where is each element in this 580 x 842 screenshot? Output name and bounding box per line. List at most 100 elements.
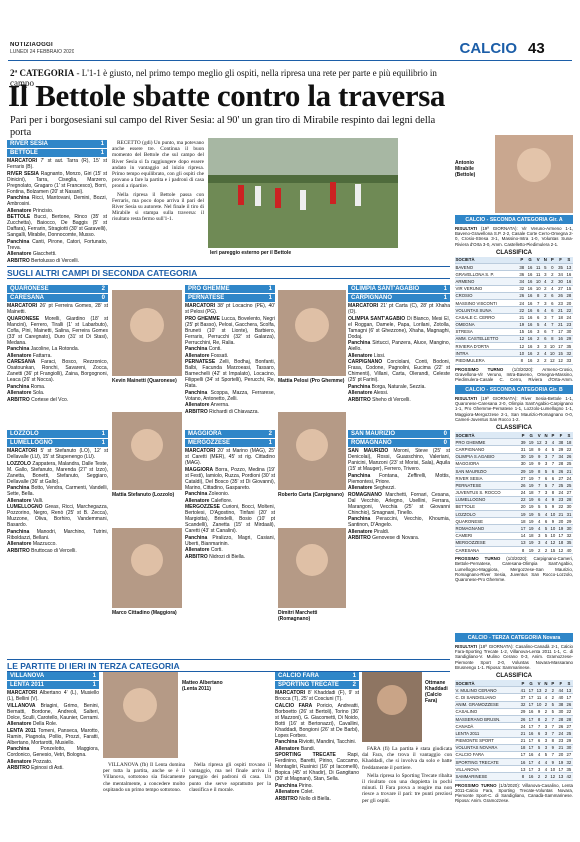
cell: 19 xyxy=(527,453,536,461)
team-score: 1 xyxy=(101,431,105,437)
cell: 4 xyxy=(543,496,549,504)
match-line: MARCATORI 26' pt Ferreira Gomes, 28' st … xyxy=(7,303,108,315)
cell: 20 xyxy=(556,517,565,526)
cell: 19 xyxy=(527,481,536,490)
cell: 9 xyxy=(548,758,557,767)
cell: 8 xyxy=(548,737,557,745)
line-lead: CARESANA xyxy=(7,359,36,365)
team-row: AMM. CASTELLETTO 12 16 2 6 8 16 29 xyxy=(455,335,573,344)
cell: 13 xyxy=(518,765,527,774)
line-text: Seghezzi. xyxy=(373,485,396,491)
paragraph: RECETTO (gdi) Un punto, ma potevano anch… xyxy=(112,140,204,190)
cell: 3 xyxy=(543,460,549,468)
line-lead: ARBITRO xyxy=(7,257,30,263)
match-line: Panchina Peraccini, Vecchio, Khoumia, Sa… xyxy=(348,516,450,528)
cell: 4 xyxy=(535,517,544,526)
cell: 42 xyxy=(564,772,573,781)
column-header: V xyxy=(535,680,544,688)
section-title: SUGLI ALTRI CAMPI DI SECONDA CATEGORIA xyxy=(7,266,450,279)
cell: 13 xyxy=(556,772,565,781)
cell: 4 xyxy=(542,306,549,315)
results-lead: RISULTATI xyxy=(455,396,477,401)
team-score: 0 xyxy=(443,431,447,437)
team-row: STRESA 15 16 3 6 7 17 30 xyxy=(455,328,573,336)
cell: 6 xyxy=(548,306,557,315)
line-lead: Panchina xyxy=(7,485,30,491)
cell: 5 xyxy=(548,445,557,454)
cell: 2 xyxy=(542,292,549,300)
column-header: G xyxy=(526,680,536,688)
cell: 6 xyxy=(543,474,549,483)
line-lead: PRO GHEMME xyxy=(185,315,220,322)
match-line: VILLANOVA Briagini, Grimo, Benini, Berna… xyxy=(7,703,99,721)
cell: 19 xyxy=(527,503,536,512)
cell: MASSERANO BRUSN. xyxy=(455,715,519,724)
line-text: 8' Khaddadi (F), 9' st Brocca (T), 25' s… xyxy=(275,690,359,702)
photo-background xyxy=(208,138,398,178)
line-lead: BETTOLE xyxy=(7,214,31,220)
line-text: Peraccini, Vecchio, Khoumia, Santinon, D… xyxy=(348,516,450,528)
match-box: PRO GHEMME 1 PERNATESE 1 MARCATORI 38' pt Lo… xyxy=(185,285,275,413)
date: LUNEDÌ 24 FEBBRAIO 2020 xyxy=(10,49,75,55)
cell: 10 xyxy=(548,510,557,519)
line-lead: MARCATORI xyxy=(348,303,379,309)
cell: 19 xyxy=(519,510,528,519)
line-lead: Panchina xyxy=(275,782,298,789)
cell: 29 xyxy=(556,445,565,454)
cell: 22 xyxy=(556,503,565,512)
cell: 15 xyxy=(517,328,526,336)
match-line: LOZZOLO Zappatera, Malandra, Dalle Teste… xyxy=(7,461,108,485)
line-text: Fattarra. xyxy=(32,352,52,359)
cell: 16 xyxy=(525,306,535,315)
cell: 12 xyxy=(548,539,557,548)
team-bar: MERGOZZESE 1 xyxy=(185,439,275,447)
line-text: Della Role. xyxy=(32,721,58,727)
line-text: 21' pt Carta (C), 28' pt Xhaha (O). xyxy=(348,303,450,315)
match-line: ARBITRO Cortese del Vco. xyxy=(7,397,108,403)
line-lead: QUARONESE xyxy=(7,315,40,322)
cell: 23 xyxy=(556,496,565,504)
team-name: ROMAGNANO xyxy=(351,440,392,446)
cell: 12 xyxy=(556,546,565,555)
line-lead: Allenatore xyxy=(348,528,373,535)
cell: 13 xyxy=(535,686,544,695)
cell: 20 xyxy=(564,299,573,308)
team-score: 2 xyxy=(101,286,105,292)
team-name: LOZZOLO xyxy=(10,431,39,437)
match-line: Allenatore Pozzato. xyxy=(7,759,99,765)
line-lead: ARBITRO xyxy=(275,795,298,802)
team-bar: BETTOLE 1 xyxy=(7,149,107,157)
cell: 19 xyxy=(527,546,536,555)
cell: 25 xyxy=(564,460,573,468)
cell: 33 xyxy=(564,356,573,365)
cell: 29 xyxy=(564,335,573,344)
line-lead: Panchina xyxy=(185,491,208,497)
column-header: V xyxy=(534,256,543,264)
line-lead: PERNATESE xyxy=(185,359,216,365)
cell: 16 xyxy=(526,708,536,716)
cell: 21 xyxy=(518,737,527,745)
next-text: (1/3/2020): Villanova-Casalino, Lenta 20… xyxy=(455,782,573,804)
cell: 16 xyxy=(525,285,535,293)
match-line: Allenatore Fossati. xyxy=(185,353,275,359)
line-text: Arverna. xyxy=(210,402,230,408)
portrait-caption: Mattia Stefanuto (Lozzolo) xyxy=(112,492,175,498)
next-text: (1/3/2020): Armeno-Crosio, Gravellona-Vi… xyxy=(455,366,573,382)
standings-block: CALCIO - SECONDA CATEGORIA Gir. B RISULTA… xyxy=(455,385,573,630)
match-line: Panchina Piralizzo, Magri, Casiani, Uber… xyxy=(185,535,275,547)
match-box: LOZZOLO 1 LUMELLOGNO 1 MARCATORI 5' st Stefa… xyxy=(7,430,108,655)
line-lead: ARBITRO xyxy=(7,396,30,403)
cell: 4 xyxy=(543,539,549,548)
team-score: 1 xyxy=(100,141,104,147)
cell: 26 xyxy=(556,722,565,731)
cell: 5 xyxy=(548,701,557,709)
portrait-face xyxy=(123,688,157,722)
column-header: F xyxy=(556,256,565,264)
standings-table: SOCIETÀ P G V N P F S V. MULINO CERANO 41 17 13 2 2 44… xyxy=(455,680,573,781)
match-line: CARESANA Faraci, Bosco, Rezzonico, Osato… xyxy=(7,359,108,383)
cell: 32 xyxy=(564,758,573,767)
cell: 23 xyxy=(564,321,573,329)
cell: 29 xyxy=(518,708,527,716)
column-header: P xyxy=(548,680,557,688)
cell: 5 xyxy=(543,524,549,533)
